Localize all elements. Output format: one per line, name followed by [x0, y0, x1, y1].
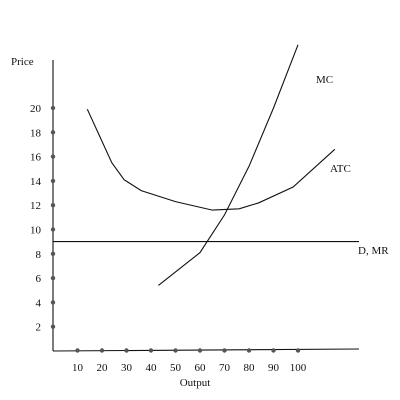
- x-tick-dot: [124, 348, 129, 353]
- x-tick-dot: [99, 348, 105, 353]
- x-tick-label: 30: [121, 362, 133, 374]
- y-tick-dot: [50, 324, 56, 329]
- y-axis-label: Price: [11, 56, 34, 68]
- y-tick-label: 20: [30, 103, 42, 115]
- x-tick-dot: [197, 348, 203, 353]
- x-tick-dot: [148, 348, 154, 353]
- series-d-mr-label: D, MR: [358, 245, 389, 257]
- x-tick-dot: [75, 348, 80, 353]
- x-tick-label: 20: [97, 362, 109, 374]
- x-tick-label: 50: [170, 362, 182, 374]
- series-labels: MC ATC D, MR: [316, 74, 389, 257]
- y-tick-dot: [50, 300, 56, 305]
- y-tick-label: 10: [30, 225, 42, 237]
- x-tick-label: 10: [72, 362, 84, 374]
- tick-labels: 2 4 6 8 10 12 14 16 18 20 10 20 30 40 50 60 70 80 90 100: [30, 103, 307, 374]
- series-mc-label: MC: [316, 74, 333, 86]
- x-tick-dot: [271, 348, 276, 353]
- curves: [53, 44, 359, 286]
- y-tick-label: 4: [36, 297, 42, 309]
- x-tick-dot: [246, 348, 252, 353]
- x-tick-dot: [173, 348, 178, 353]
- x-tick-label: 90: [268, 362, 280, 374]
- y-tick-label: 18: [30, 127, 42, 139]
- y-tick-dot: [50, 105, 56, 111]
- y-tick-dot: [50, 130, 56, 135]
- x-tick-label: 60: [195, 362, 207, 374]
- series-mc-line: [158, 44, 299, 286]
- x-tick-dot: [222, 348, 227, 353]
- series-atc-line: [86, 108, 336, 211]
- x-tick-label: 80: [244, 362, 256, 374]
- y-tick-dot: [50, 154, 56, 159]
- y-tick-label: 2: [36, 322, 42, 334]
- series-atc-label: ATC: [330, 163, 351, 175]
- y-tick-label: 14: [30, 176, 42, 188]
- y-tick-label: 8: [36, 249, 42, 261]
- y-tick-dot: [50, 251, 56, 256]
- y-tick-dot: [50, 227, 56, 232]
- x-tick-label: 70: [219, 362, 231, 374]
- y-tick-label: 12: [30, 200, 41, 212]
- y-tick-label: 6: [36, 273, 42, 285]
- x-tick-label: 40: [146, 362, 158, 374]
- y-tick-dot: [50, 203, 56, 208]
- x-tick-label: 100: [290, 362, 307, 374]
- y-tick-label: 16: [30, 152, 42, 164]
- y-tick-dot: [50, 178, 56, 184]
- y-tick-dot: [50, 275, 56, 281]
- x-axis-label: Output: [180, 377, 211, 389]
- x-axis: [52, 348, 360, 352]
- x-tick-dot: [295, 348, 301, 353]
